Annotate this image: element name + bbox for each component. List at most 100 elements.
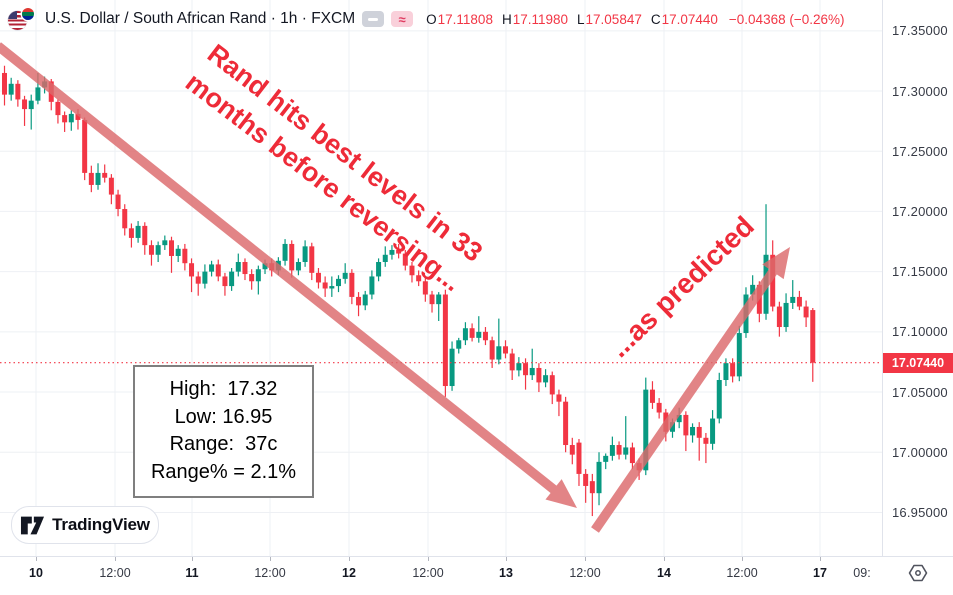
stats-low: Low: 16.95: [174, 405, 273, 428]
candle-body: [690, 426, 696, 436]
candle-body: [776, 306, 782, 328]
candle-body: [409, 265, 415, 276]
candle-body: [449, 348, 455, 387]
candle-body: [148, 245, 154, 255]
high-value: 17.11980: [512, 11, 569, 27]
candle-body: [376, 262, 382, 277]
trend-arrow[interactable]: [0, 42, 577, 508]
stats-high: High: 17.32: [169, 378, 278, 400]
price-tick-label: 17.35000: [892, 23, 948, 39]
similar-symbols-button[interactable]: ≈: [391, 11, 414, 27]
time-tick-label: 10: [29, 566, 43, 580]
candle-body: [496, 346, 502, 360]
candle-body: [108, 177, 114, 195]
candle-body: [122, 209, 128, 229]
range-stats-box[interactable]: High: 17.32 Low: 16.95 Range: 37c Range%…: [133, 365, 314, 498]
candle-body: [462, 328, 468, 341]
candle-body: [649, 389, 655, 403]
candle-body: [82, 119, 88, 173]
candle-body: [229, 271, 235, 287]
tradingview-logo[interactable]: TradingView: [11, 506, 159, 544]
candle-body: [322, 282, 328, 289]
settings-icon[interactable]: [907, 562, 929, 584]
candle-body: [656, 402, 662, 413]
candle-body: [536, 367, 542, 383]
candlestick-chart-canvas[interactable]: [0, 0, 882, 557]
candle-body: [616, 445, 622, 455]
time-tick-label: 13: [499, 566, 513, 580]
candle-body: [509, 353, 515, 371]
candle-body: [162, 240, 168, 246]
tradingview-logo-text: TradingView: [52, 515, 150, 534]
time-tick-label: 17: [813, 566, 827, 580]
price-tick-label: 16.95000: [892, 504, 948, 520]
candle-body: [55, 101, 61, 116]
time-tick-label: 12:00: [254, 566, 286, 580]
candle-body: [249, 274, 255, 282]
candle-body: [716, 380, 722, 419]
candle-body: [416, 275, 422, 282]
candle-body: [803, 306, 809, 318]
low-value: 17.05847: [585, 11, 642, 27]
time-tickmark: [742, 557, 743, 561]
candle-body: [476, 331, 482, 338]
price-axis[interactable]: 17.07440 17.35000 17.30000 17.25000 17.2000…: [882, 0, 953, 557]
candle-body: [703, 437, 709, 444]
candle-body: [596, 461, 602, 494]
collapse-ohlc-button[interactable]: [362, 11, 385, 27]
candle-body: [422, 281, 428, 295]
candle-body: [2, 72, 7, 95]
candle-body: [783, 302, 789, 328]
candle-body: [195, 276, 201, 284]
candle-body: [489, 340, 495, 360]
candle-body: [22, 99, 28, 110]
trend-arrow[interactable]: [591, 247, 790, 533]
time-tick-label: 12:00: [569, 566, 601, 580]
candle-body: [62, 115, 68, 123]
price-tick-label: 17.15000: [892, 264, 948, 280]
candle-body: [35, 87, 41, 101]
candle-body: [670, 422, 675, 432]
low-label: L: [577, 11, 585, 27]
candle-body: [683, 414, 689, 436]
candle-body: [302, 246, 308, 263]
candle-body: [482, 331, 488, 341]
candle-body: [135, 225, 141, 238]
candle-body: [289, 243, 295, 271]
candle-body: [215, 264, 221, 277]
candle-body: [389, 249, 395, 255]
price-tick-label: 17.30000: [892, 83, 948, 99]
candle-body: [529, 367, 535, 376]
candle-body: [68, 113, 74, 123]
open-label: O: [426, 11, 437, 27]
usdzar-pair-flag-icon: [8, 8, 38, 30]
candle-body: [315, 272, 321, 283]
price-tick-label: 17.25000: [892, 143, 948, 159]
time-tick-label: 12:00: [726, 566, 758, 580]
stats-range: Range: 37c: [169, 433, 278, 455]
candle-body: [8, 83, 14, 95]
price-tick-label: 17.00000: [892, 444, 948, 460]
candle-body: [142, 225, 148, 246]
stats-range-pct: Range% = 2.1%: [150, 460, 297, 483]
candle-body: [362, 294, 368, 306]
candle-body: [456, 340, 462, 349]
candle-body: [796, 296, 802, 307]
candle-body: [623, 447, 629, 455]
close-value: 17.07440: [661, 11, 718, 27]
time-axis[interactable]: 10 12:00 11 12:00 12 12:00 13 12:00 14 12:00 17 09:: [0, 556, 953, 595]
tradingview-logo-icon: [21, 516, 45, 534]
time-tick-label: 11: [185, 566, 199, 580]
candle-body: [295, 262, 301, 271]
last-price-badge: 17.07440: [883, 352, 953, 373]
time-tickmark: [506, 557, 507, 561]
symbol-title[interactable]: U.S. Dollar / South African Rand · 1h · …: [45, 10, 356, 27]
candle-body: [88, 172, 94, 185]
candle-body: [262, 263, 268, 270]
time-tickmark: [270, 557, 271, 561]
candle-body: [543, 375, 549, 383]
candle-body: [736, 333, 742, 377]
time-tick-label: 09:: [853, 566, 871, 580]
candle-body: [115, 194, 121, 210]
candle-body: [28, 100, 34, 110]
